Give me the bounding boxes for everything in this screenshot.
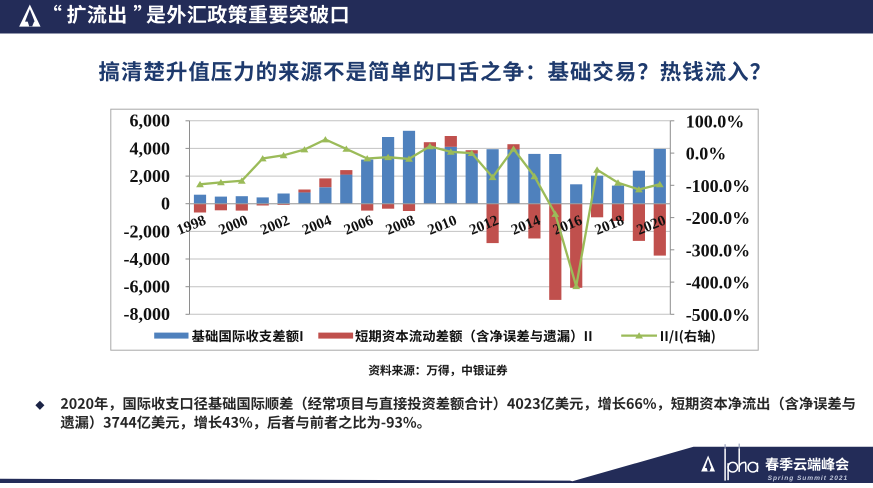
svg-text:0: 0 — [161, 194, 170, 214]
svg-text:-4,000: -4,000 — [124, 249, 171, 269]
svg-text:-400.0%: -400.0% — [686, 273, 751, 293]
svg-text:0.0%: 0.0% — [686, 144, 727, 164]
svg-text:-200.0%: -200.0% — [686, 208, 751, 228]
svg-text:-2,000: -2,000 — [124, 221, 171, 241]
svg-text:-6,000: -6,000 — [124, 277, 171, 297]
svg-text:-500.0%: -500.0% — [686, 305, 751, 325]
svg-text:2,000: 2,000 — [130, 166, 171, 186]
svg-text:4,000: 4,000 — [130, 138, 171, 158]
svg-text:100.0%: 100.0% — [686, 111, 745, 131]
svg-text:Spring Summit 2021: Spring Summit 2021 — [768, 475, 849, 482]
svg-text:-8,000: -8,000 — [124, 304, 171, 324]
svg-text:-100.0%: -100.0% — [686, 176, 751, 196]
svg-text:6,000: 6,000 — [130, 111, 171, 131]
svg-text:-300.0%: -300.0% — [686, 240, 751, 260]
